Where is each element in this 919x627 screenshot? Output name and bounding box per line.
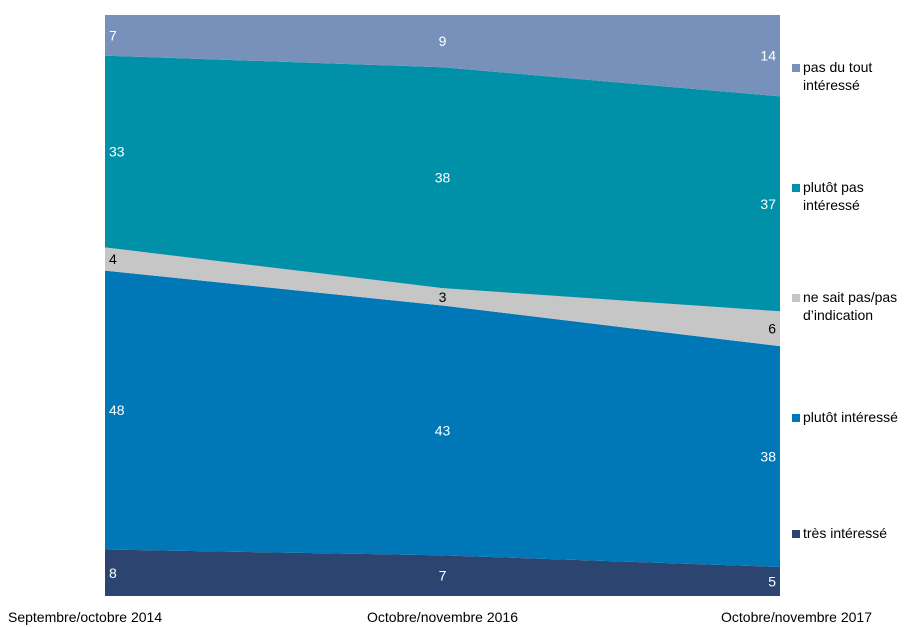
data-label: 38 [435,170,451,186]
x-tick-label: Septembre/octobre 2014 [8,609,162,625]
data-label: 5 [768,573,776,589]
legend-swatch [792,184,800,192]
legend-swatch [792,294,800,302]
data-label: 3 [439,289,447,305]
data-label: 7 [109,27,117,43]
legend-label: très intéressé [803,525,888,541]
data-label: 4 [109,251,117,267]
data-label: 7 [439,568,447,584]
legend-item-plut-t-pas-int-ress: plutôt pas intéressé [792,178,864,214]
data-label: 14 [760,48,776,64]
data-label: 37 [760,196,776,212]
legend-item-ne-sait-pas-pas-d-indication: ne sait pas/pas d’indication [792,288,897,324]
data-label: 38 [760,449,776,465]
x-tick-label: Octobre/novembre 2016 [367,609,518,625]
area-plut-t-int-ress [105,270,780,567]
x-tick-label: Octobre/novembre 2017 [721,609,872,625]
data-label: 8 [109,565,117,581]
area-ne-sait-pas-pas-d-indication [105,247,780,347]
data-label: 33 [109,144,125,160]
data-label: 9 [439,33,447,49]
legend-label: pas du tout intéressé [803,59,873,93]
data-label: 48 [109,402,125,418]
data-label: 43 [435,422,451,438]
legend-item-plut-t-int-ress: plutôt intéressé [792,408,898,426]
area-pas-du-tout-int-ress [105,15,780,97]
legend-swatch [792,64,800,72]
legend-swatch [792,414,800,422]
legend-item-tr-s-int-ress: très intéressé [792,524,887,542]
legend-label: plutôt intéressé [803,409,898,425]
legend-label: plutôt pas intéressé [803,179,864,213]
legend-label: ne sait pas/pas d’indication [803,289,898,323]
legend-swatch [792,530,800,538]
legend-item-pas-du-tout-int-ress: pas du tout intéressé [792,58,872,94]
area-plut-t-pas-int-ress [105,55,780,312]
data-label: 6 [768,321,776,337]
